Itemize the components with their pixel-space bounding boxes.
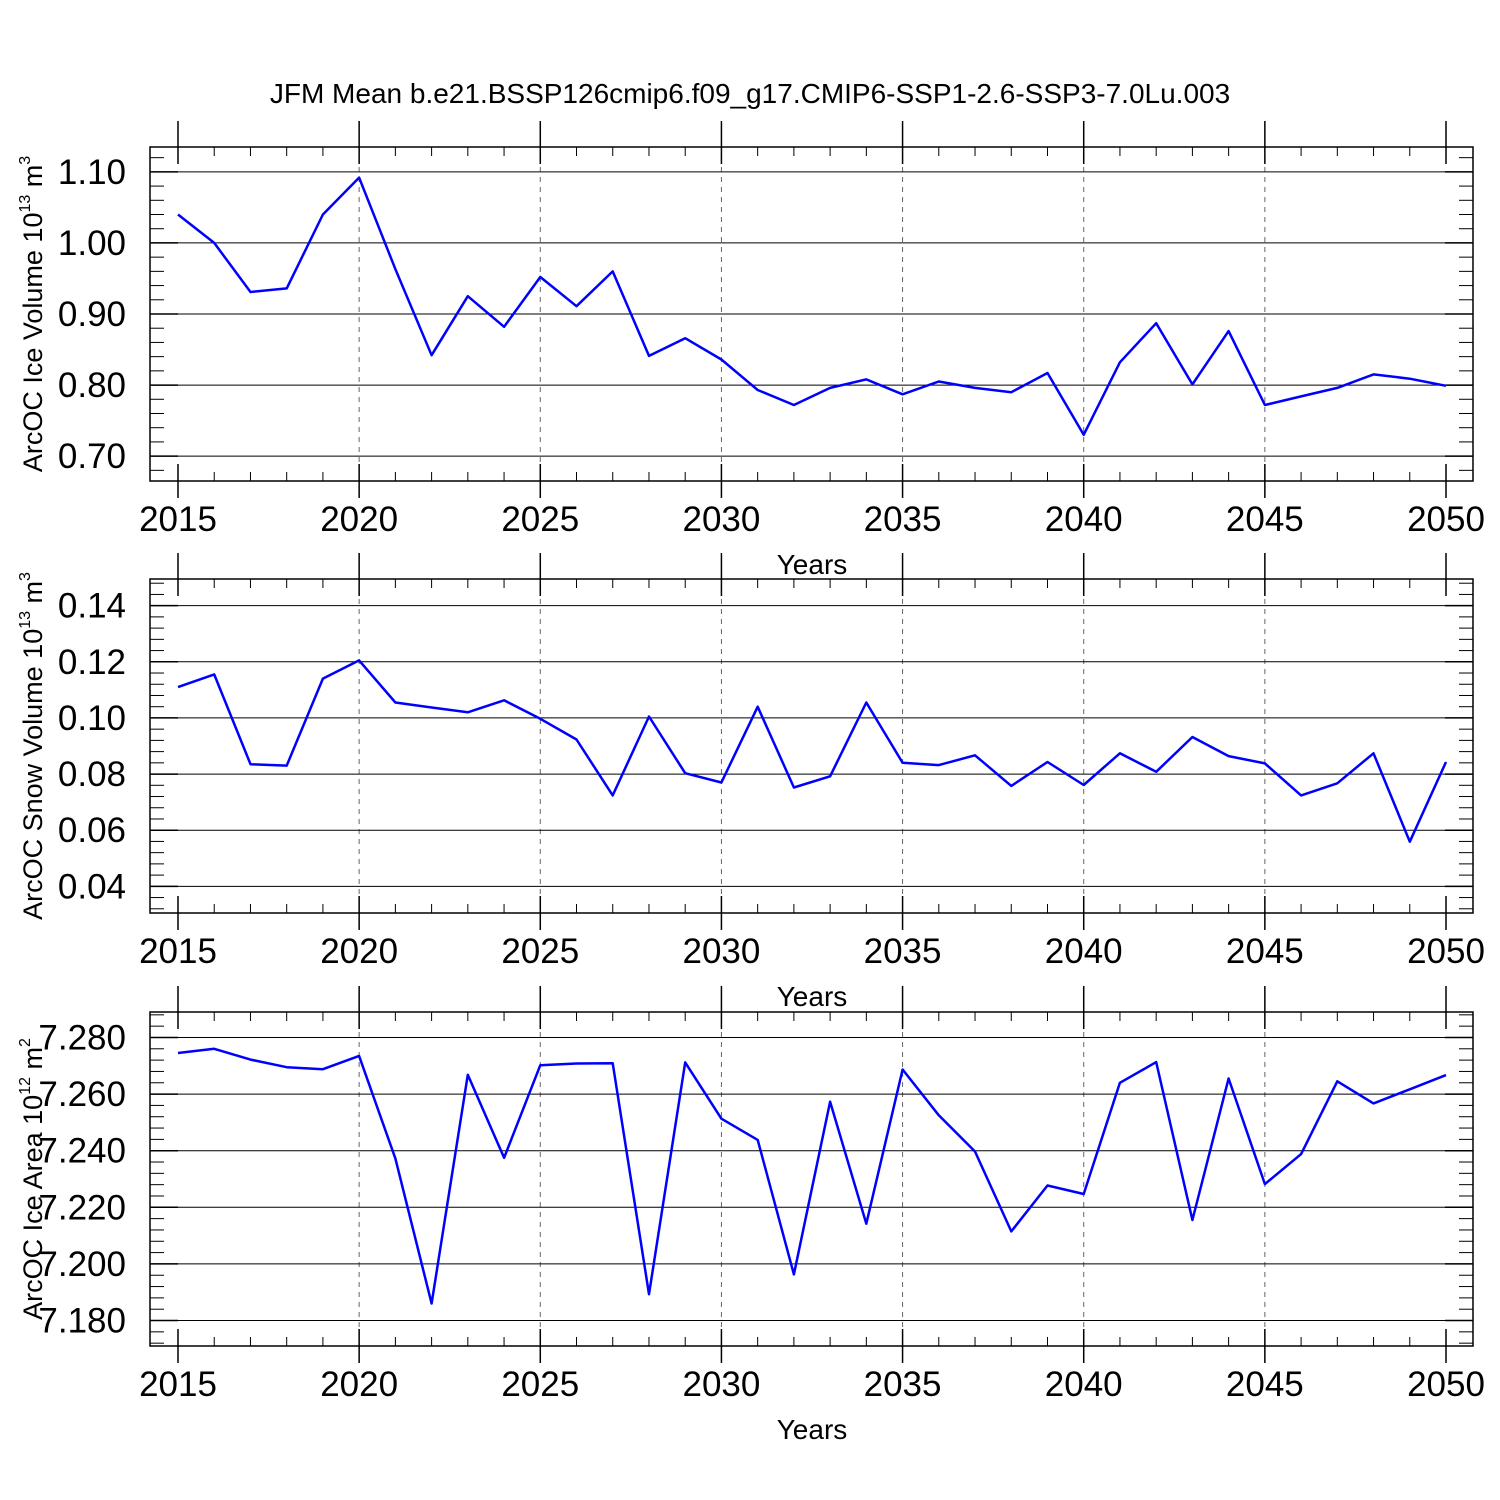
x-tick-label: 2040: [1045, 932, 1123, 971]
plot-frame: [149, 578, 1474, 914]
x-tick-label: 2030: [682, 932, 760, 971]
y-tick-label: 0.12: [58, 643, 126, 682]
x-tick-label: 2035: [864, 932, 942, 971]
x-tick-label: 2020: [320, 500, 398, 539]
x-tick-label: 2025: [501, 500, 579, 539]
y-axis-title-unit: m: [18, 1047, 48, 1077]
x-tick-label: 2050: [1407, 932, 1485, 971]
x-tick-label: 2020: [320, 932, 398, 971]
y-tick-label: 7.240: [38, 1132, 126, 1171]
y-axis-title-unit-exponent: 2: [17, 1038, 34, 1047]
plot-frame: [149, 1011, 1474, 1347]
y-tick-label: 0.14: [58, 587, 126, 626]
y-axis-title-exponent: 13: [17, 195, 34, 213]
series-line: [177, 659, 1448, 843]
panel-2: 0.04 0.06 0.08 0.10 0.12 0.14 2015 2020 2025 2030…: [17, 553, 1485, 1012]
panel-3: 7.180 7.200 7.220 7.240 7.260 7.280 2015 2020 20…: [17, 986, 1485, 1445]
x-tick-label: 2040: [1045, 1365, 1123, 1404]
x-tick-label: 2015: [139, 500, 217, 539]
y-axis-title: ArcOC Ice Area 1012 m2: [17, 1038, 48, 1320]
y-tick-label: 7.200: [38, 1245, 126, 1284]
x-tick-label: 2035: [864, 1365, 942, 1404]
y-tick-label: 0.08: [58, 755, 126, 794]
y-tick-label: 0.04: [58, 867, 126, 906]
y-tick-label: 7.180: [38, 1302, 126, 1341]
y-axis-title-unit: m: [18, 581, 48, 611]
x-tick-label: 2020: [320, 1365, 398, 1404]
series-line: [177, 1047, 1447, 1305]
y-axis-title-text: ArcOC Ice Area 10: [18, 1095, 48, 1320]
x-tick-label: 2045: [1226, 932, 1304, 971]
y-tick-label: 7.280: [38, 1018, 126, 1057]
y-tick-label: 0.06: [58, 811, 126, 850]
y-axis-title-exponent: 12: [17, 1077, 34, 1095]
y-tick-label: 1.10: [58, 153, 126, 192]
series-line: [177, 176, 1447, 437]
x-tick-label: 2050: [1407, 500, 1485, 539]
y-axis-title-unit-exponent: 3: [17, 156, 34, 165]
chart-title: JFM Mean b.e21.BSSP126cmip6.f09_g17.CMIP…: [269, 78, 1231, 109]
x-axis-title: Years: [777, 981, 848, 1012]
panel-1: 0.70 0.80 0.90 1.00 1.10 2015 2020 2025 2030 2035…: [17, 121, 1485, 580]
y-tick-label: 0.10: [58, 699, 126, 738]
x-tick-label: 2040: [1045, 500, 1123, 539]
y-axis-title-text: ArcOC Ice Volume 10: [18, 213, 48, 473]
x-axis-title: Years: [777, 1414, 848, 1445]
x-tick-label: 2015: [139, 932, 217, 971]
y-tick-label: 7.260: [38, 1075, 126, 1114]
y-axis-title-unit-exponent: 3: [17, 572, 34, 581]
x-tick-label: 2045: [1226, 500, 1304, 539]
y-tick-label: 0.80: [58, 366, 126, 405]
x-tick-label: 2025: [501, 932, 579, 971]
y-axis-title-exponent: 13: [17, 611, 34, 629]
x-tick-label: 2050: [1407, 1365, 1485, 1404]
y-axis-title: ArcOC Snow Volume 1013 m3: [17, 572, 48, 920]
x-axis-title: Years: [777, 549, 848, 580]
y-tick-label: 0.70: [58, 437, 126, 476]
x-tick-label: 2035: [864, 500, 942, 539]
x-tick-label: 2030: [682, 1365, 760, 1404]
y-axis-title: ArcOC Ice Volume 1013 m3: [17, 156, 48, 472]
x-tick-label: 2030: [682, 500, 760, 539]
x-tick-label: 2015: [139, 1365, 217, 1404]
y-tick-label: 0.90: [58, 295, 126, 334]
x-tick-label: 2025: [501, 1365, 579, 1404]
y-tick-label: 7.220: [38, 1188, 126, 1227]
x-tick-label: 2045: [1226, 1365, 1304, 1404]
y-tick-label: 1.00: [58, 224, 126, 263]
y-axis-title-text: ArcOC Snow Volume 10: [18, 629, 48, 920]
y-axis-title-unit: m: [18, 165, 48, 195]
